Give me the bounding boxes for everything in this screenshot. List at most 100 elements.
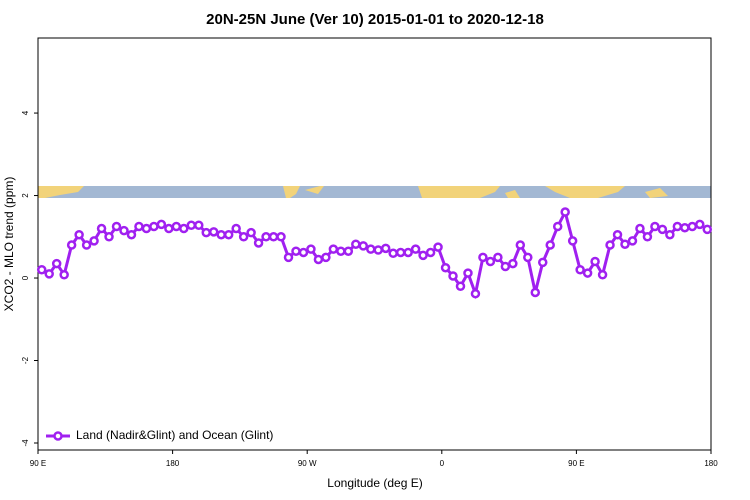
data-point	[36, 265, 47, 275]
data-point	[672, 221, 683, 232]
data-point	[238, 232, 249, 242]
data-point	[276, 232, 286, 242]
data-point	[515, 240, 526, 250]
data-point	[403, 247, 413, 258]
data-point	[695, 219, 705, 230]
data-point	[373, 245, 383, 255]
data-point	[194, 220, 204, 230]
data-point	[313, 254, 324, 265]
data-point	[81, 240, 92, 250]
x-tick-label: 90 E	[30, 459, 46, 468]
data-point	[201, 227, 211, 238]
x-tick-label: 90 W	[298, 459, 317, 468]
data-point	[111, 221, 122, 232]
data-point	[680, 222, 690, 233]
data-point	[470, 288, 481, 299]
data-point	[665, 229, 675, 240]
data-point	[567, 236, 578, 246]
x-tick-label: 90 E	[568, 459, 584, 468]
data-point	[560, 207, 570, 217]
data-point	[366, 244, 376, 254]
data-point	[538, 257, 548, 268]
data-point	[291, 246, 301, 256]
data-point	[418, 250, 428, 261]
data-point	[66, 240, 77, 250]
data-point	[119, 225, 129, 236]
data-point	[620, 239, 630, 249]
data-point	[493, 252, 503, 263]
data-point	[306, 244, 316, 254]
data-point	[440, 262, 451, 273]
data-point	[246, 227, 256, 238]
legend-marker	[53, 431, 63, 441]
data-point	[642, 232, 653, 242]
data-point	[545, 240, 555, 250]
y-tick-label: 2	[21, 193, 30, 198]
data-point	[96, 223, 107, 234]
data-point	[627, 236, 638, 246]
data-point	[605, 240, 615, 250]
data-point	[478, 252, 488, 263]
data-point	[351, 239, 361, 249]
data-point	[395, 247, 406, 258]
data-point	[448, 271, 458, 281]
data-point	[530, 287, 541, 298]
data-point	[171, 221, 182, 232]
data-point	[500, 261, 511, 272]
data-point	[552, 221, 563, 232]
data-point	[321, 252, 331, 263]
map-strip	[38, 186, 711, 198]
legend-label: Land (Nadir&Glint) and Ocean (Glint)	[76, 428, 273, 442]
data-point	[89, 236, 99, 246]
data-point	[336, 246, 346, 256]
data-point	[463, 268, 473, 278]
data-point	[156, 219, 167, 230]
data-point	[597, 269, 608, 280]
data-point	[455, 281, 466, 292]
data-point	[380, 243, 391, 254]
y-tick-label: 4	[21, 110, 30, 115]
data-point	[650, 221, 660, 232]
x-tick-label: 180	[704, 459, 718, 468]
data-point	[149, 221, 159, 232]
data-point	[343, 246, 354, 256]
y-tick-label: 0	[21, 275, 30, 280]
y-tick-label: -4	[21, 439, 30, 447]
data-point	[268, 232, 279, 242]
data-point	[575, 265, 585, 275]
x-axis-label: Longitude (deg E)	[327, 476, 422, 490]
data-point	[523, 252, 533, 263]
data-point	[388, 248, 398, 259]
data-point	[485, 256, 496, 267]
data-point	[44, 269, 54, 279]
data-point	[126, 229, 137, 240]
data-point	[657, 224, 668, 235]
data-point	[358, 241, 369, 251]
data-point	[582, 268, 593, 278]
data-point	[425, 247, 436, 258]
x-tick-label: 180	[166, 459, 180, 468]
data-point	[298, 247, 309, 258]
data-point	[74, 229, 84, 240]
data-point	[702, 224, 713, 235]
data-point	[328, 244, 339, 254]
data-point	[208, 227, 219, 237]
data-point	[433, 242, 443, 252]
data-point	[508, 258, 518, 269]
data-point	[253, 238, 264, 248]
data-point	[283, 252, 294, 263]
data-point	[590, 256, 600, 267]
data-point	[223, 229, 234, 240]
data-point	[186, 220, 197, 230]
data-point	[687, 221, 698, 232]
plot-frame	[37, 37, 712, 451]
data-point	[51, 258, 62, 269]
data-point	[231, 223, 241, 234]
data-point	[59, 269, 69, 280]
data-point	[261, 232, 271, 242]
data-point	[179, 223, 189, 234]
data-point	[612, 229, 623, 240]
data-point	[216, 229, 226, 240]
data-point	[134, 221, 144, 232]
